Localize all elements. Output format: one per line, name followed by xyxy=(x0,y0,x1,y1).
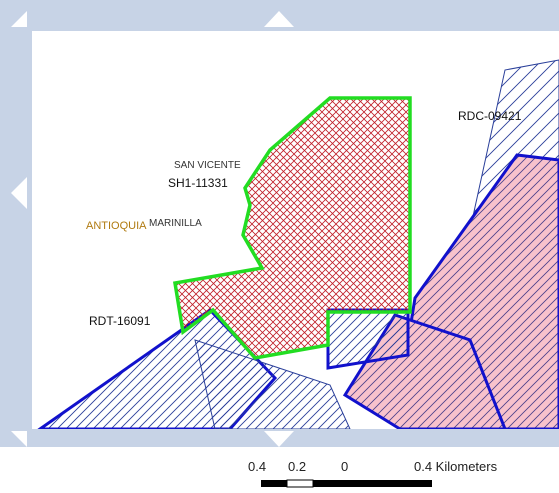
marinilla-label: MARINILLA xyxy=(149,218,202,229)
rdt-label: RDT-16091 xyxy=(89,314,151,328)
scale-segment-1 xyxy=(261,480,287,487)
rdt-secondary-polygon[interactable] xyxy=(194,339,351,429)
sh1-label: SH1-11331 xyxy=(168,176,228,190)
corner-sw-icon xyxy=(11,431,27,447)
san-vicente-label: SAN VICENTE xyxy=(174,160,241,171)
scale-tick-0-2: 0.2 xyxy=(288,459,307,474)
rdc-label: RDC-09421 xyxy=(458,109,522,123)
scale-bar: 0.4 0.2 0 0.4 Kilometers xyxy=(0,447,559,493)
scale-segment-3 xyxy=(313,480,345,487)
pan-left-arrow[interactable] xyxy=(11,177,27,209)
antioquia-label: ANTIOQUIA xyxy=(86,220,147,232)
pan-down-arrow[interactable] xyxy=(264,431,294,447)
scale-tick-0: 0 xyxy=(341,459,349,474)
sh1-polygon[interactable] xyxy=(172,96,412,360)
scale-segment-2 xyxy=(286,479,314,488)
map-frame: SAN VICENTE SH1-11331 ANTIOQUIA MARINILL… xyxy=(0,0,559,447)
scale-tick-0-4: 0.4 xyxy=(248,459,267,474)
scale-bar-labels: 0.4 0.2 0 0.4 Kilometers xyxy=(0,459,559,477)
scale-segment-4 xyxy=(345,480,432,487)
scale-tick-kilometers: 0.4 Kilometers xyxy=(414,459,498,474)
corner-nw-icon xyxy=(11,11,27,27)
pan-up-arrow[interactable] xyxy=(264,11,294,27)
scale-bar-graphic xyxy=(261,479,432,488)
map-canvas[interactable] xyxy=(0,0,559,447)
